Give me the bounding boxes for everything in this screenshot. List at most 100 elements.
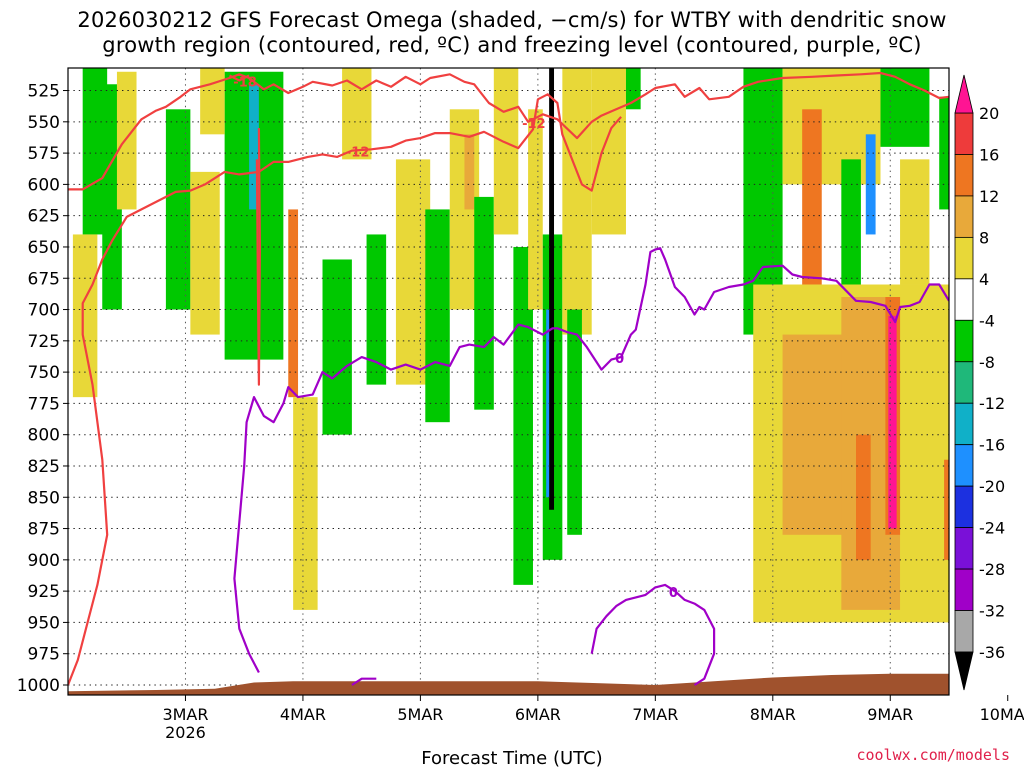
- colorbar-bin--24--20: [954, 485, 974, 529]
- colorbar-label-1: 16: [979, 145, 999, 164]
- omega-region-g7: [425, 209, 450, 423]
- omega-region-y9: [493, 68, 519, 235]
- x-axis-title: Forecast Time (UTC): [421, 748, 603, 769]
- y-tick-label-800: 800: [28, 426, 60, 446]
- freezing-contour-label-0: 0: [615, 352, 624, 367]
- y-tick-label-825: 825: [28, 457, 60, 477]
- omega-region-g14: [841, 159, 861, 285]
- colorbar-bin-12-16: [954, 154, 974, 197]
- y-tick-label-775: 775: [28, 394, 60, 414]
- terrain-surface: [68, 673, 949, 695]
- freezing-contour-line-0: [233, 247, 949, 674]
- omega-region-y5: [293, 397, 318, 610]
- chart-title-line2: growth region (contoured, red, ºC) and f…: [102, 33, 922, 57]
- gridlines: [68, 68, 949, 695]
- omega-region-y11: [562, 68, 592, 335]
- colorbar-bin-16-20: [954, 112, 974, 155]
- freezing-level-contours: 00: [233, 247, 949, 686]
- colorbar-bottom-triangle: [954, 651, 974, 691]
- omega-region-o19: [856, 434, 871, 560]
- colorbar-label-6: -8: [979, 353, 995, 372]
- y-tick-label-700: 700: [28, 301, 60, 321]
- plot-area: -12-18-12 00: [68, 68, 949, 695]
- omega-shading: [72, 68, 949, 623]
- omega-region-o8: [464, 134, 475, 210]
- y-tick-label-925: 925: [28, 582, 60, 602]
- x-tick-label-3MAR: 3MAR: [162, 705, 208, 724]
- y-tick-label-900: 900: [28, 551, 60, 571]
- y-tick-label-625: 625: [28, 207, 60, 227]
- omega-region-y15: [900, 159, 930, 285]
- colorbar-top-triangle: [954, 74, 974, 114]
- omega-region-g15: [880, 68, 930, 147]
- colorbar-label-4: 4: [979, 270, 989, 289]
- omega-region-y2: [116, 71, 137, 210]
- terrain: [68, 673, 949, 695]
- dgz-contour-label-1: -18: [233, 76, 256, 91]
- y-tick-label-950: 950: [28, 613, 60, 633]
- colorbar-label-13: -36: [979, 643, 1005, 662]
- colorbar-label-10: -24: [979, 519, 1005, 538]
- omega-region-y1: [72, 234, 98, 398]
- x-tick-label-9MAR: 9MAR: [867, 705, 913, 724]
- x-tick-sublabel-3MAR: 2026: [165, 723, 206, 742]
- y-tick-label-875: 875: [28, 520, 60, 540]
- y-tick-label-850: 850: [28, 488, 60, 508]
- chart-title-line1: 2026030212 GFS Forecast Omega (shaded, −…: [77, 8, 947, 32]
- y-tick-label-675: 675: [28, 269, 60, 289]
- colorbar-label-7: -12: [979, 394, 1005, 413]
- y-tick-label-750: 750: [28, 363, 60, 383]
- omega-region-o21: [944, 459, 949, 560]
- omega-region-y6: [342, 68, 372, 160]
- omega-region-g5: [322, 259, 352, 435]
- dgz-contour-line-0: [68, 71, 949, 191]
- freezing-contour-label-1: 0: [669, 586, 678, 601]
- colorbar-bin--16--12: [954, 402, 974, 446]
- x-tick-label-5MAR: 5MAR: [397, 705, 443, 724]
- colorbar-label-5: -4: [979, 311, 995, 330]
- x-tick-label-7MAR: 7MAR: [632, 705, 678, 724]
- y-tick-label-650: 650: [28, 238, 60, 258]
- colorbar-label-11: -28: [979, 560, 1005, 579]
- omega-region-y10: [528, 109, 543, 310]
- colorbar-label-3: 8: [979, 228, 989, 247]
- omega-region-g8: [474, 196, 494, 410]
- omega-region-g9: [513, 246, 533, 585]
- colorbar-bin--36--32: [954, 610, 974, 653]
- x-tick-label-8MAR: 8MAR: [750, 705, 796, 724]
- colorbar-label-9: -20: [979, 477, 1005, 496]
- dgz-contour-label-2: -12: [346, 146, 370, 161]
- omega-region-b1: [546, 309, 550, 498]
- omega-region-y3: [190, 171, 220, 335]
- colorbar-legend: 20 16 12 8 4 -4 -8 -12 -16 -20 -24 -28 -32 -36: [954, 74, 1005, 691]
- x-tick-label-10MAR: 10MAR: [980, 705, 1024, 724]
- omega-region-c14: [865, 134, 876, 235]
- colorbar-label-12: -32: [979, 602, 1005, 621]
- x-tick-label-4MAR: 4MAR: [280, 705, 326, 724]
- omega-region-g3: [165, 109, 191, 310]
- colorbar-bin-8-12: [954, 195, 974, 238]
- credit-text: coolwx.com/models: [856, 746, 1010, 764]
- freezing-contour-line-2: [351, 677, 377, 686]
- omega-region-y13: [782, 68, 881, 185]
- y-tick-label-575: 575: [28, 144, 60, 164]
- y-tick-label-600: 600: [28, 175, 60, 195]
- omega-region-o4: [288, 209, 299, 398]
- omega-region-c4: [249, 84, 259, 210]
- omega-region-y4: [200, 68, 225, 135]
- colorbar-bin--28--24: [954, 527, 974, 570]
- omega-region-o13: [802, 109, 822, 285]
- y-tick-label-525: 525: [28, 82, 60, 102]
- plot-frame: [67, 67, 950, 696]
- y-tick-label-550: 550: [28, 113, 60, 133]
- omega-region-k1: [549, 68, 555, 510]
- colorbar-label-0: 20: [979, 104, 999, 123]
- x-tick-label-6MAR: 6MAR: [515, 705, 561, 724]
- dgz-contour-line-3: [255, 128, 261, 386]
- dgz-contour-line-1: [229, 74, 250, 82]
- colorbar-bin--32--28: [954, 568, 974, 611]
- omega-region-y12: [591, 68, 626, 235]
- colorbar-bin--20--16: [954, 444, 974, 487]
